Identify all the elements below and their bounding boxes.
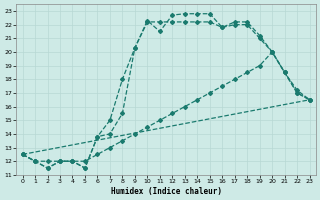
X-axis label: Humidex (Indice chaleur): Humidex (Indice chaleur) [111, 187, 221, 196]
